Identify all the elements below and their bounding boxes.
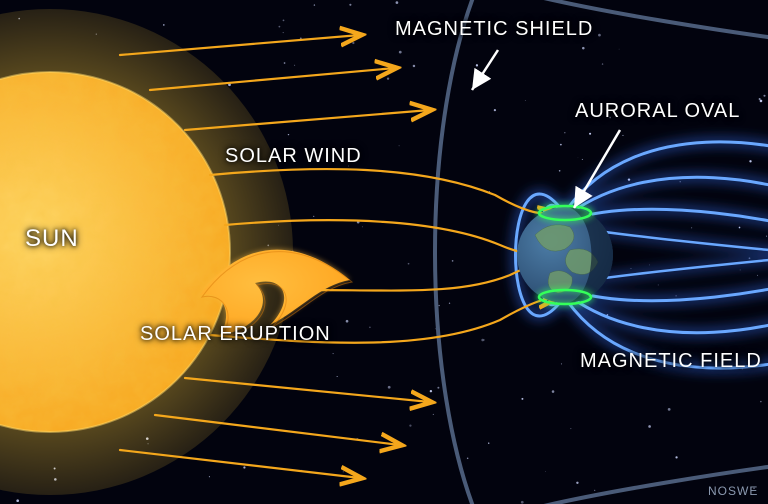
label-auroral-oval: AURORAL OVAL — [575, 100, 740, 123]
label-solar-wind: SOLAR WIND — [225, 145, 362, 168]
label-magnetic-field: MAGNETIC FIELD — [580, 350, 762, 373]
diagram-stage: SUN SOLAR WIND SOLAR ERUPTION MAGNETIC S… — [0, 0, 768, 504]
label-solar-eruption: SOLAR ERUPTION — [140, 323, 331, 346]
diagram-svg — [0, 0, 768, 504]
label-pointers — [472, 50, 620, 208]
credit-text: NOSWE — [708, 484, 758, 498]
label-sun: SUN — [25, 225, 79, 253]
label-magnetic-shield: MAGNETIC SHIELD — [395, 18, 593, 41]
earth — [517, 206, 613, 304]
